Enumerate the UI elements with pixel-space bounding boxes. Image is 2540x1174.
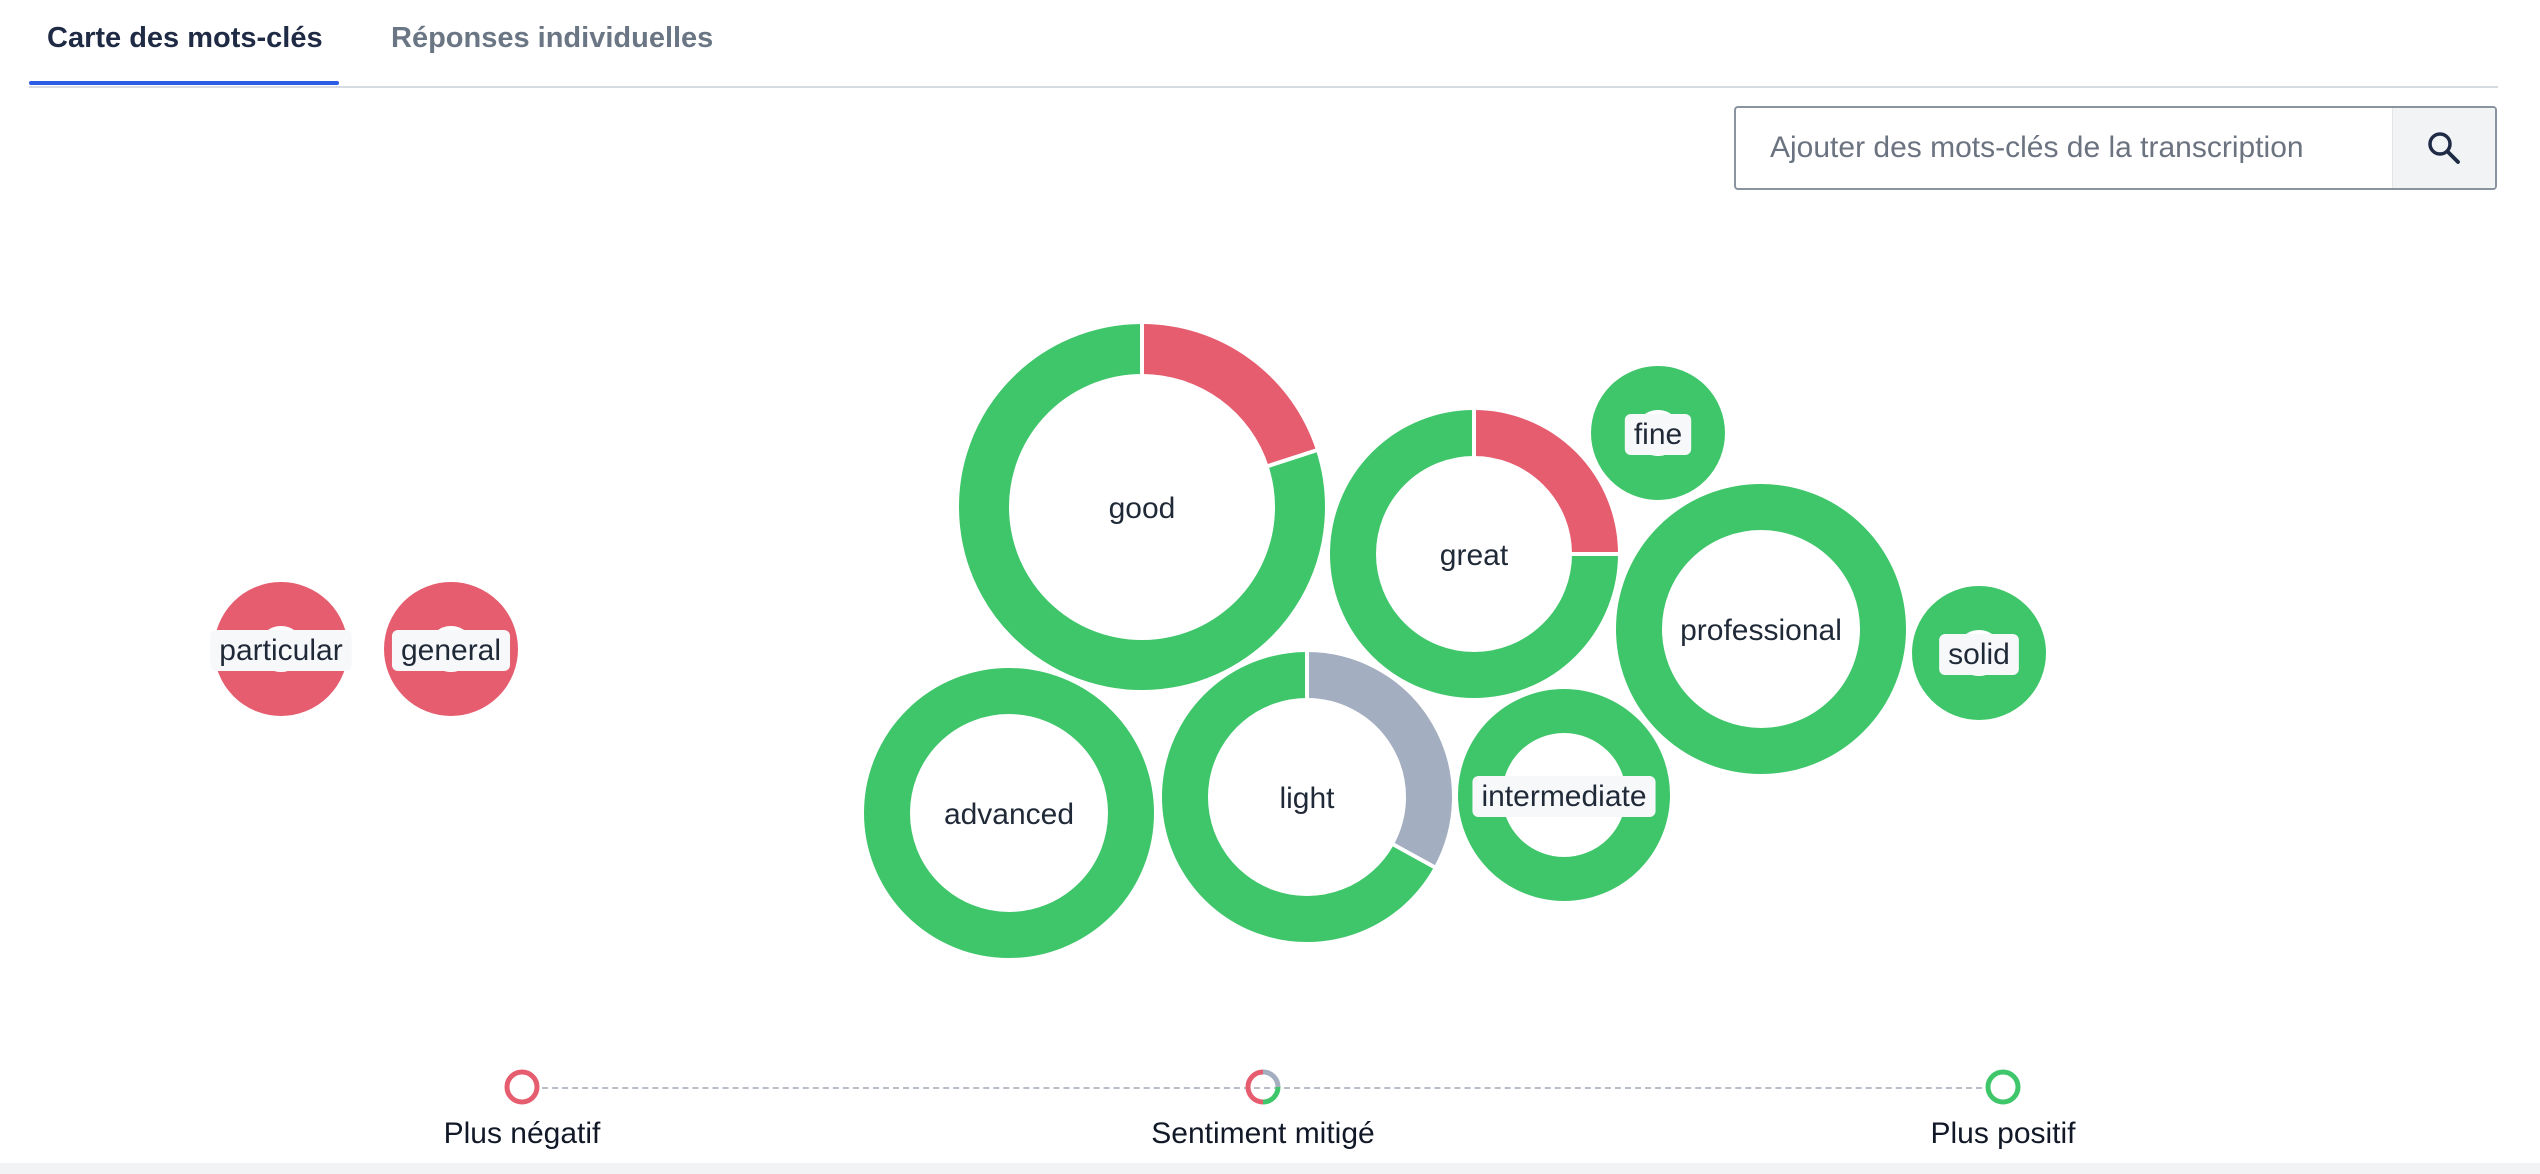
keyword-bubble-solid[interactable]: solid [1912,586,2046,720]
keyword-bubble-general[interactable]: general [384,582,518,716]
sentiment-arc-positive [1591,366,1725,500]
legend-negative-label: Plus négatif [443,1117,601,1150]
keyword-label: general [401,634,501,667]
sentiment-arc-positive [959,324,1325,690]
legend-positive-label: Plus positif [1930,1117,2076,1150]
keyword-label-chip [1939,634,2019,675]
keyword-label: professional [1680,614,1842,647]
active-tab-indicator [29,81,339,85]
keyword-label: solid [1948,638,2010,671]
tab-individual-responses[interactable]: Réponses individuelles [391,22,714,54]
mixed-ring-icon [1245,1069,1281,1105]
keyword-bubble-map: good great fine professional solid particular… [210,323,2046,958]
keyword-label: light [1279,782,1335,815]
legend-mixed-label: Sentiment mitigé [1151,1117,1375,1150]
search-icon [2428,132,2460,164]
keyword-bubble-particular[interactable]: particular [210,582,352,716]
keyword-search-input[interactable] [1736,108,2396,188]
sentiment-arc-positive [1912,586,2046,720]
keyword-label: good [1109,492,1176,525]
sentiment-arc-positive [1330,410,1618,698]
keyword-bubble-professional[interactable]: professional [1616,484,1906,774]
positive-ring-icon [1985,1069,2021,1105]
sentiment-arc-negative [1473,410,1618,555]
legend-negative: Plus négatif [362,1068,682,1151]
segment-separator [1266,448,1318,469]
keyword-label: fine [1634,418,1682,451]
keyword-label: intermediate [1481,780,1646,813]
legend-positive: Plus positif [1843,1068,2163,1151]
keyword-label: great [1440,539,1509,572]
sentiment-arc-positive [864,668,1154,958]
sentiment-arc-positive [1616,484,1906,774]
bottom-strip [0,1163,2540,1174]
keyword-bubble-fine[interactable]: fine [1591,366,1725,500]
sentiment-arc-negative [1141,324,1317,467]
keyword-bubble-good[interactable]: good [959,323,1325,690]
keyword-label-chip [210,630,352,671]
tab-bar: Carte des mots-clés Réponses individuell… [29,0,2498,88]
keyword-bubble-advanced[interactable]: advanced [864,668,1154,958]
segment-separator [1391,842,1436,870]
keyword-label-chip [1624,414,1692,455]
keyword-label: advanced [944,798,1074,831]
keyword-search [1734,106,2497,190]
sentiment-scale-line [522,1087,2002,1089]
keyword-label-chip [391,630,511,671]
sentiment-arc-mixed [1306,652,1452,867]
search-button[interactable] [2392,108,2495,188]
keyword-bubble-intermediate[interactable]: intermediate [1458,689,1670,901]
keyword-label-chip [1472,776,1656,817]
negative-ring-icon [504,1069,540,1105]
sentiment-arc-positive [1162,652,1435,942]
keyword-bubble-light[interactable]: light [1162,651,1452,942]
keyword-label: particular [219,634,342,667]
keyword-bubble-great[interactable]: great [1330,409,1619,698]
tab-keyword-map[interactable]: Carte des mots-clés [47,22,323,54]
legend-mixed: Sentiment mitigé [1103,1068,1423,1151]
